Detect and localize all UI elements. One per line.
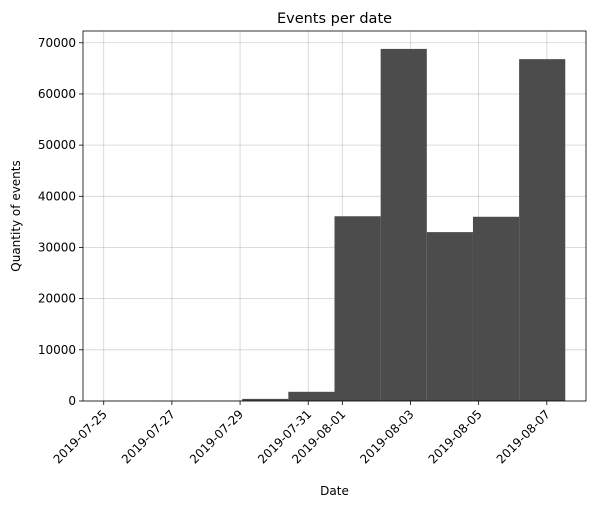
histogram-bars [103, 48, 566, 402]
histogram-bar [334, 216, 381, 401]
histogram-bar [472, 216, 520, 401]
y-tick-label: 0 [68, 394, 76, 408]
y-tick-label: 50000 [38, 138, 76, 152]
chart-title: Events per date [277, 11, 392, 27]
histogram-bar [242, 398, 289, 401]
x-tick-label: 2019-08-03 [357, 407, 416, 466]
y-tick-label: 40000 [38, 189, 76, 203]
histogram-bar [519, 59, 566, 402]
y-tick-label: 10000 [38, 343, 76, 357]
plot-frame [82, 30, 587, 402]
histogram-bar [288, 391, 335, 401]
histogram-bar [426, 232, 473, 401]
y-tick-label: 70000 [38, 36, 76, 50]
x-tick-label: 2019-08-05 [426, 407, 485, 466]
x-tick-label: 2019-07-25 [51, 407, 110, 466]
x-axis-label: Date [320, 484, 349, 498]
y-tick-label: 20000 [38, 292, 76, 306]
y-tick-label: 60000 [38, 87, 76, 101]
y-tick-label: 30000 [38, 240, 76, 254]
x-tick-label: 2019-07-27 [119, 407, 178, 466]
x-tick-label: 2019-08-07 [494, 407, 553, 466]
x-tick-label: 2019-07-29 [187, 407, 246, 466]
y-axis-label: Quantity of events [9, 160, 23, 271]
histogram-bar [380, 48, 427, 402]
